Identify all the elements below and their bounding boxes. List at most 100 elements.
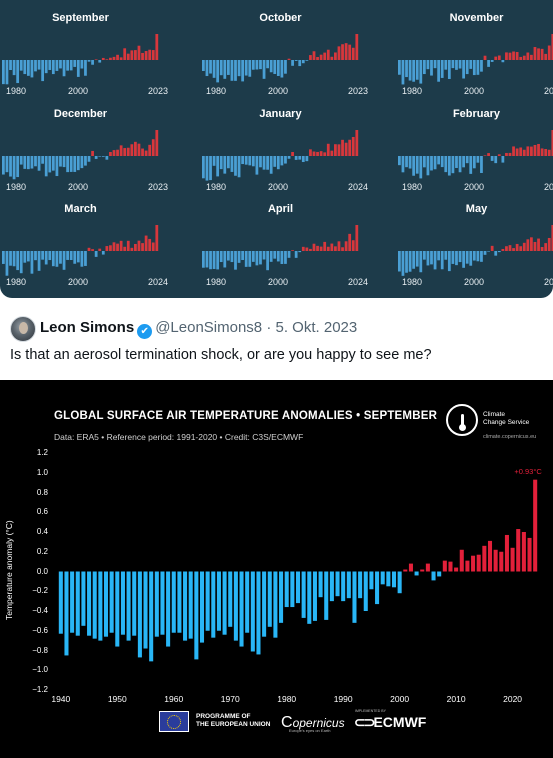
month-bar bbox=[519, 147, 523, 156]
month-bar bbox=[98, 60, 102, 63]
month-bar bbox=[483, 55, 487, 60]
month-bar bbox=[80, 251, 84, 267]
month-bar bbox=[483, 251, 487, 255]
month-bar bbox=[23, 156, 27, 169]
month-bar bbox=[455, 156, 458, 168]
x-tick-label: 1990 bbox=[333, 694, 353, 704]
author-handle[interactable]: @LeonSimons8 bbox=[155, 319, 263, 336]
x-tick-label: 2000 bbox=[390, 694, 410, 704]
month-bar bbox=[91, 150, 94, 156]
tweet-date[interactable]: 5. Okt. 2023 bbox=[275, 319, 358, 336]
x-tick-label: 1960 bbox=[164, 694, 184, 704]
month-bar bbox=[437, 156, 441, 165]
month-bar bbox=[284, 60, 287, 74]
month-bar bbox=[98, 248, 102, 251]
bar-1976 bbox=[262, 571, 267, 637]
month-bar bbox=[483, 155, 487, 156]
bar-1954 bbox=[137, 571, 142, 658]
month-bar bbox=[547, 45, 551, 60]
month-bar bbox=[205, 60, 209, 77]
embedded-image-monthly-anomalies[interactable]: September 1980 2000 2023 October 1980 2000 2023… bbox=[0, 0, 553, 298]
month-bar bbox=[244, 251, 248, 267]
month-bar bbox=[480, 156, 483, 173]
month-bar bbox=[280, 156, 284, 166]
month-bar bbox=[462, 156, 465, 168]
month-bar bbox=[301, 246, 305, 251]
month-bar bbox=[330, 150, 334, 156]
eu-programme-text: PROGRAMME OF THE EUROPEAN UNION bbox=[196, 713, 270, 729]
month-bar bbox=[497, 154, 501, 156]
bar-2006 bbox=[431, 571, 436, 581]
month-bar bbox=[48, 156, 52, 173]
month-bar bbox=[209, 251, 212, 270]
month-bar bbox=[41, 156, 45, 164]
bar-1940 bbox=[58, 571, 63, 634]
month-bar bbox=[312, 151, 316, 156]
month-bar bbox=[465, 60, 469, 75]
month-bar bbox=[508, 52, 512, 60]
month-bar bbox=[12, 156, 16, 180]
y-tick-label: 0.4 bbox=[36, 527, 48, 536]
quoted-tweet[interactable]: Leon Simons ✔ @LeonSimons8 · 5. Okt. 2023 … bbox=[0, 310, 553, 370]
month-bar bbox=[37, 156, 41, 171]
month-bar bbox=[112, 242, 116, 251]
month-bar bbox=[547, 237, 551, 251]
month-bar bbox=[259, 60, 262, 70]
month-bar bbox=[101, 251, 105, 255]
embedded-image-september-chart[interactable]: GLOBAL SURFACE AIR TEMPERATURE ANOMALIES… bbox=[0, 380, 553, 758]
month-bar bbox=[141, 148, 144, 156]
month-bar bbox=[458, 156, 462, 173]
author-name[interactable]: Leon Simons bbox=[40, 319, 135, 336]
bar-1943 bbox=[75, 571, 80, 636]
month-bar bbox=[269, 156, 273, 174]
y-tick-label: −0.2 bbox=[32, 586, 48, 596]
bar-1991 bbox=[346, 571, 351, 599]
bar-2018 bbox=[499, 551, 504, 572]
month-bar bbox=[447, 251, 451, 272]
month-bar bbox=[141, 52, 144, 60]
month-panel-april: April 1980 2000 2024 bbox=[198, 203, 368, 293]
month-panel-tick: 2023 bbox=[348, 86, 369, 96]
month-bar bbox=[405, 156, 408, 168]
month-bar bbox=[59, 60, 62, 69]
bar-1946 bbox=[92, 571, 97, 639]
month-panel-march: March 1980 2000 2024 bbox=[0, 203, 168, 293]
month-bar bbox=[330, 243, 334, 251]
avatar[interactable] bbox=[10, 316, 36, 342]
month-bar bbox=[351, 240, 355, 251]
month-bar bbox=[66, 156, 69, 173]
month-bar bbox=[137, 45, 141, 60]
month-bar bbox=[237, 156, 241, 178]
month-panel-december: December 1980 2000 2023 bbox=[0, 108, 168, 198]
month-bar bbox=[151, 242, 155, 251]
month-bar bbox=[205, 156, 209, 181]
month-bar bbox=[251, 156, 255, 167]
month-bar bbox=[419, 251, 423, 273]
month-bar bbox=[276, 251, 280, 262]
month-bar bbox=[123, 246, 127, 251]
month-bar bbox=[412, 156, 416, 176]
month-bar bbox=[223, 156, 227, 174]
month-bar bbox=[415, 156, 419, 174]
month-bar bbox=[116, 149, 119, 156]
month-bar bbox=[323, 52, 327, 60]
month-bar bbox=[522, 149, 526, 156]
bar-1967 bbox=[211, 571, 216, 638]
month-bar bbox=[465, 156, 469, 164]
month-bar bbox=[144, 235, 148, 251]
month-panel-tick: 202 bbox=[544, 86, 553, 96]
month-bar bbox=[202, 251, 205, 268]
month-bar bbox=[216, 60, 220, 83]
month-panel-bars bbox=[398, 225, 553, 276]
month-bar bbox=[30, 156, 34, 169]
month-bar bbox=[105, 59, 109, 60]
month-bar bbox=[540, 48, 544, 60]
month-bar bbox=[426, 251, 430, 266]
ecmwf-logo: ⊂⊃ECMWF bbox=[354, 714, 427, 730]
month-bar bbox=[44, 251, 48, 265]
month-bar bbox=[344, 142, 348, 156]
month-bar bbox=[501, 60, 505, 63]
bar-1965 bbox=[199, 571, 205, 643]
bar-1952 bbox=[126, 571, 131, 641]
month-bar bbox=[287, 156, 291, 159]
